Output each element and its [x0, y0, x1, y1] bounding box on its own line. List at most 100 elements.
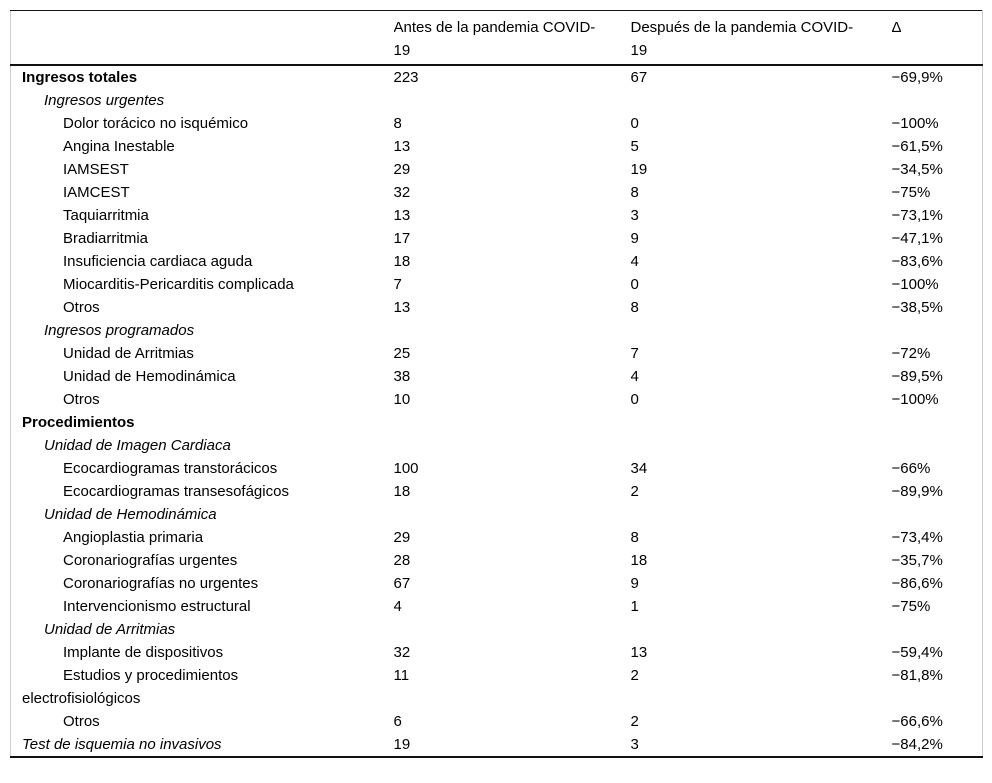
value-delta: −69,9%	[891, 69, 943, 86]
value-delta: −75%	[891, 184, 931, 201]
row-label: IAMCEST	[63, 184, 130, 201]
value-despues	[631, 503, 892, 526]
value-delta: −100%	[891, 391, 939, 408]
table-row: IAMSEST 29 19 −34,5%	[11, 158, 983, 181]
table-row: Implante de dispositivos 32 13 −59,4%	[11, 641, 983, 664]
col-header-despues: Después de la pandemia COVID- 19	[630, 10, 892, 66]
value-despues: 9	[630, 575, 639, 592]
value-despues: 5	[630, 138, 639, 155]
value-despues: 67	[630, 69, 648, 86]
value-antes: 18	[393, 253, 411, 270]
value-despues	[631, 434, 892, 457]
col-header-antes: Antes de la pandemia COVID- 19	[393, 10, 631, 66]
row-label: Unidad de Imagen Cardiaca	[44, 437, 231, 454]
value-antes: 4	[393, 598, 402, 615]
value-antes: 13	[393, 299, 411, 316]
value-antes: 38	[393, 368, 411, 385]
value-despues: 2	[630, 713, 639, 730]
row-label: Test de isquemia no invasivos	[22, 736, 222, 753]
row-label: Angina Inestable	[63, 138, 175, 155]
table-row: Estudios y procedimientos electrofisioló…	[11, 664, 983, 710]
row-label: Unidad de Hemodinámica	[63, 368, 236, 385]
value-delta: −35,7%	[891, 552, 943, 569]
table-row: Coronariografías no urgentes 67 9 −86,6%	[11, 572, 983, 595]
value-antes: 25	[393, 345, 411, 362]
value-delta: −61,5%	[891, 138, 943, 155]
value-antes: 11	[393, 667, 410, 684]
value-antes: 29	[393, 529, 411, 546]
table-row: Insuficiencia cardiaca aguda 18 4 −83,6%	[11, 250, 983, 273]
value-delta	[892, 503, 983, 526]
value-antes: 19	[393, 736, 411, 753]
value-antes: 13	[393, 138, 411, 155]
table-row: Otros 10 0 −100%	[11, 388, 983, 411]
table-row: Bradiarritmia 17 9 −47,1%	[11, 227, 983, 250]
value-delta: −100%	[891, 276, 939, 293]
table-row: Angioplastia primaria 29 8 −73,4%	[11, 526, 983, 549]
value-delta: −72%	[891, 345, 931, 362]
value-despues: 1	[630, 598, 639, 615]
table-header-row: Antes de la pandemia COVID- 19 Después d…	[10, 10, 983, 66]
table-row: Ingresos totales 223 67 −69,9%	[11, 65, 983, 89]
row-label: Angioplastia primaria	[63, 529, 204, 546]
value-despues: 3	[630, 736, 639, 753]
value-antes: 32	[393, 644, 411, 661]
table-row: Unidad de Arritmias	[11, 618, 983, 641]
value-despues: 2	[630, 483, 639, 500]
value-antes	[394, 503, 631, 526]
value-despues: 18	[630, 552, 648, 569]
row-label: Implante de dispositivos	[63, 644, 224, 661]
row-label: IAMSEST	[63, 161, 129, 178]
value-despues: 9	[630, 230, 639, 247]
row-label: Ingresos programados	[44, 322, 195, 339]
row-label: Procedimientos	[22, 414, 135, 431]
table-row: Procedimientos	[11, 411, 983, 434]
value-delta: −38,5%	[891, 299, 943, 316]
value-antes: 8	[393, 115, 402, 132]
value-despues: 0	[630, 115, 639, 132]
table-row: Miocarditis-Pericarditis complicada 7 0 …	[11, 273, 983, 296]
value-despues: 7	[630, 345, 639, 362]
col-header-delta: Δ	[891, 10, 983, 66]
value-delta	[892, 411, 983, 434]
value-delta	[892, 319, 983, 342]
row-label: Coronariografías urgentes	[63, 552, 238, 569]
outcomes-table: Antes de la pandemia COVID- 19 Después d…	[10, 10, 983, 758]
value-antes	[394, 319, 631, 342]
table-row: IAMCEST 32 8 −75%	[11, 181, 983, 204]
value-delta: −66%	[891, 460, 931, 477]
value-delta: −73,4%	[891, 529, 943, 546]
row-label: Unidad de Arritmias	[63, 345, 194, 362]
page: Antes de la pandemia COVID- 19 Después d…	[0, 10, 992, 783]
value-delta: −89,5%	[891, 368, 943, 385]
row-label: Estudios y procedimientos electrofisioló…	[22, 667, 239, 707]
row-label: Ingresos urgentes	[44, 92, 165, 109]
table-row: Ecocardiogramas transtorácicos 100 34 −6…	[11, 457, 983, 480]
value-despues: 4	[630, 253, 639, 270]
table-row: Ingresos urgentes	[11, 89, 983, 112]
value-despues: 2	[630, 667, 639, 684]
row-label: Otros	[63, 391, 100, 408]
value-delta: −34,5%	[891, 161, 943, 178]
table-row: Unidad de Hemodinámica 38 4 −89,5%	[11, 365, 983, 388]
value-antes	[394, 434, 631, 457]
table-row: Otros 6 2 −66,6%	[11, 710, 983, 733]
value-antes: 223	[393, 69, 419, 86]
value-despues: 13	[630, 644, 648, 661]
table-row: Coronariografías urgentes 28 18 −35,7%	[11, 549, 983, 572]
value-antes: 7	[393, 276, 402, 293]
row-label: Unidad de Arritmias	[44, 621, 176, 638]
value-despues	[631, 89, 892, 112]
value-delta: −83,6%	[891, 253, 943, 270]
value-despues: 4	[630, 368, 639, 385]
table-row: Unidad de Arritmias 25 7 −72%	[11, 342, 983, 365]
value-antes: 13	[393, 207, 411, 224]
row-label: Ecocardiogramas transesofágicos	[63, 483, 289, 500]
value-delta	[892, 618, 983, 641]
value-delta: −81,8%	[891, 667, 943, 684]
table-row: Taquiarritmia 13 3 −73,1%	[11, 204, 983, 227]
row-label: Ecocardiogramas transtorácicos	[63, 460, 278, 477]
value-antes: 29	[393, 161, 411, 178]
value-antes	[394, 89, 631, 112]
value-despues: 8	[630, 299, 639, 316]
